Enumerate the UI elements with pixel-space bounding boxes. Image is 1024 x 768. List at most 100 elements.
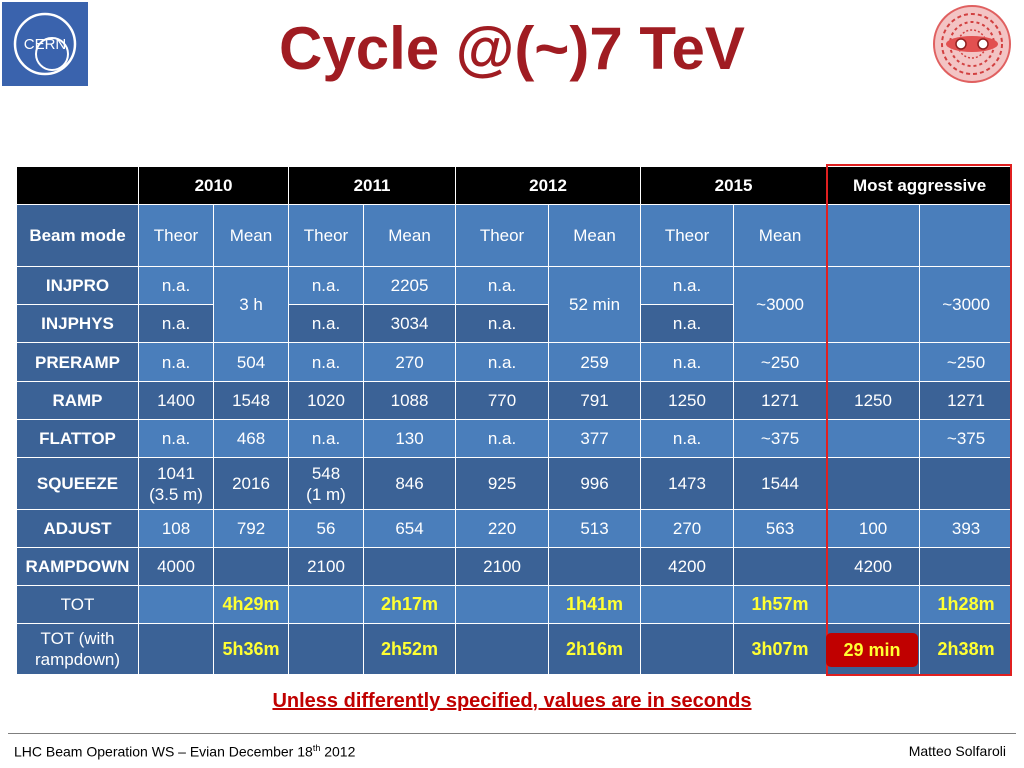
cell-line: 548 bbox=[311, 463, 341, 483]
table-cell: 4200 bbox=[826, 547, 921, 586]
table-cell bbox=[919, 547, 1014, 586]
table-cell: 130 bbox=[363, 419, 457, 458]
table-cell: 1548 bbox=[212, 381, 290, 420]
table-cell bbox=[455, 623, 550, 675]
table-cell: 468 bbox=[212, 419, 290, 458]
table-cell: 270 bbox=[363, 342, 457, 382]
table-cell bbox=[826, 266, 921, 343]
row-label: PRERAMP bbox=[16, 342, 139, 382]
table-cell: n.a. bbox=[640, 266, 735, 305]
table-cell bbox=[640, 585, 735, 624]
table-cell: 259 bbox=[548, 342, 642, 382]
table-row-adjust: ADJUST 108 792 56 654 220 513 270 563 10… bbox=[16, 509, 1014, 548]
table-cell bbox=[138, 585, 214, 624]
table-cell: 2016 bbox=[212, 457, 290, 510]
table-cell bbox=[138, 623, 214, 675]
table-cell: 1473 bbox=[640, 457, 735, 510]
beam-mode-label: Beam mode bbox=[16, 204, 139, 267]
row-label: TOT (with rampdown) bbox=[16, 623, 139, 675]
table-cell: 1250 bbox=[640, 381, 735, 420]
table-row-rampdown: RAMPDOWN 4000 2100 2100 4200 4200 bbox=[16, 547, 1014, 586]
table-cell: 1041 (3.5 m) bbox=[138, 457, 214, 510]
table-cell bbox=[826, 419, 921, 458]
table-cell: 1271 bbox=[733, 381, 828, 420]
row-label: SQUEEZE bbox=[16, 457, 139, 510]
table-row-tot: TOT 4h29m 2h17m 1h41m 1h57m 1h28m bbox=[16, 585, 1014, 624]
table-row-injphys: INJPHYS n.a. n.a. 3034 n.a. n.a. bbox=[16, 304, 1013, 343]
row-label: FLATTOP bbox=[16, 419, 139, 458]
beam-mode-row: Beam mode Theor Mean Theor Mean Theor Me… bbox=[16, 204, 1014, 267]
table-cell bbox=[826, 342, 921, 382]
table-cell bbox=[363, 547, 457, 586]
table-row-preramp: PRERAMP n.a. 504 n.a. 270 n.a. 259 n.a. … bbox=[16, 342, 1014, 382]
table-cell: 1271 bbox=[919, 381, 1014, 420]
subheader-cell: Mean bbox=[363, 204, 457, 267]
table-cell: 513 bbox=[548, 509, 642, 548]
table-cell: 52 min bbox=[548, 266, 642, 343]
subheader-cell: Mean bbox=[212, 204, 290, 267]
table-cell: 1088 bbox=[363, 381, 457, 420]
table-cell: 4000 bbox=[138, 547, 214, 586]
table-cell: 377 bbox=[548, 419, 642, 458]
table-row-tot-with-rampdown: TOT (with rampdown) 5h36m 2h52m 2h16m 3h0… bbox=[16, 623, 1014, 675]
table-cell bbox=[455, 585, 550, 624]
table-cell: 108 bbox=[138, 509, 214, 548]
table-cell: 2100 bbox=[455, 547, 550, 586]
total-cell: 2h52m bbox=[363, 623, 457, 675]
footer-event-year: 2012 bbox=[320, 743, 356, 760]
table-cell: ~375 bbox=[733, 419, 828, 458]
subheader-cell: Theor bbox=[640, 204, 735, 267]
table-cell: n.a. bbox=[455, 342, 550, 382]
row-label: TOT bbox=[16, 585, 139, 624]
subheader-cell bbox=[826, 204, 921, 267]
total-cell: 1h41m bbox=[548, 585, 642, 624]
table-cell: 925 bbox=[455, 457, 550, 510]
subheader-cell: Theor bbox=[138, 204, 214, 267]
subheader-cell: Theor bbox=[455, 204, 550, 267]
table-cell: n.a. bbox=[138, 304, 214, 343]
table-cell: n.a. bbox=[455, 266, 550, 305]
footer-event-text: LHC Beam Operation WS – Evian December 1… bbox=[14, 743, 313, 760]
subheader-cell bbox=[919, 204, 1014, 267]
table-cell: n.a. bbox=[288, 304, 365, 343]
table-cell: 548 (1 m) bbox=[288, 457, 365, 510]
time-badge: 29 min bbox=[826, 633, 918, 667]
table-cell: 56 bbox=[288, 509, 365, 548]
table-cell bbox=[288, 623, 365, 675]
row-label: INJPRO bbox=[16, 266, 139, 305]
header-2011: 2011 bbox=[288, 166, 457, 205]
header-2012: 2012 bbox=[455, 166, 642, 205]
table-cell: 563 bbox=[733, 509, 828, 548]
total-cell: 1h28m bbox=[919, 585, 1014, 624]
cern-logo-text: CERN bbox=[24, 36, 67, 53]
table-cell bbox=[640, 623, 735, 675]
table-cell: n.a. bbox=[640, 342, 735, 382]
table-cell: 2205 bbox=[363, 266, 457, 305]
subheader-cell: Theor bbox=[288, 204, 365, 267]
table-cell: 654 bbox=[363, 509, 457, 548]
cell-line: (3.5 m) bbox=[149, 484, 203, 504]
table-cell: n.a. bbox=[138, 266, 214, 305]
table-cell: 791 bbox=[548, 381, 642, 420]
table-cell: 846 bbox=[363, 457, 457, 510]
table-cell: 270 bbox=[640, 509, 735, 548]
table-cell: n.a. bbox=[640, 419, 735, 458]
table-cell: ~375 bbox=[919, 419, 1014, 458]
total-cell: 2h17m bbox=[363, 585, 457, 624]
table-cell bbox=[826, 585, 921, 624]
cell-line: (1 m) bbox=[306, 484, 346, 504]
table-cell: 996 bbox=[548, 457, 642, 510]
row-label: RAMPDOWN bbox=[16, 547, 139, 586]
table-cell: 1544 bbox=[733, 457, 828, 510]
table-cell: n.a. bbox=[288, 266, 365, 305]
table-cell: 220 bbox=[455, 509, 550, 548]
year-header-row: 2010 2011 2012 2015 Most aggressive bbox=[16, 166, 1014, 205]
total-cell: 1h57m bbox=[733, 585, 828, 624]
subheader-cell: Mean bbox=[733, 204, 828, 267]
row-label-line: TOT (with bbox=[40, 629, 115, 648]
table-cell: n.a. bbox=[640, 304, 735, 343]
table-cell: ~250 bbox=[733, 342, 828, 382]
table-cell bbox=[288, 585, 365, 624]
table-cell: ~3000 bbox=[733, 266, 828, 343]
total-cell: 2h38m bbox=[919, 623, 1014, 675]
